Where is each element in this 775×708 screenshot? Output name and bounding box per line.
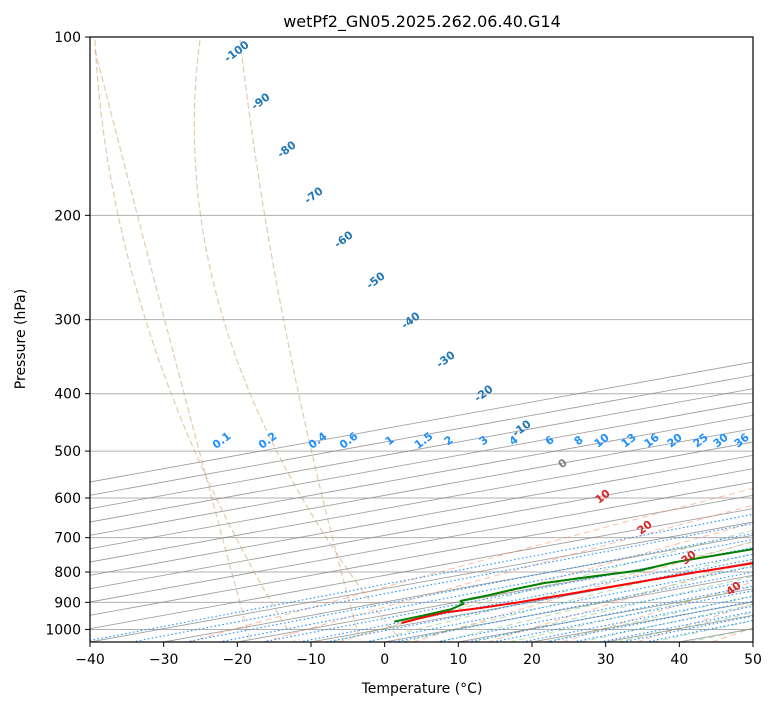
isotherm-gridline: [90, 468, 753, 590]
curved-isotherm-line: [239, 39, 361, 641]
mixing-ratio-line: [131, 522, 753, 642]
isotherm-gridline: [90, 428, 753, 550]
dry-adiabat-line: [412, 540, 753, 642]
curved-isotherm-line: [193, 39, 401, 641]
y-tick-label: 500: [54, 444, 81, 460]
mixing-ratio-line: [299, 553, 753, 642]
isotherm-gridline: [90, 454, 753, 576]
moist-adiabat-line: [544, 595, 753, 642]
temperature-trace: [401, 562, 753, 624]
moist-adiabat-line: [580, 603, 753, 642]
x-tick-label: −20: [223, 652, 253, 668]
mixing-ratio-line: [218, 538, 753, 642]
curved-isotherm-line: [94, 49, 251, 641]
y-tick-label: 200: [54, 208, 81, 224]
mixing-ratio-line: [622, 615, 753, 642]
isotherm-gridline: [90, 481, 753, 603]
x-axis-label: Temperature (°C): [361, 681, 483, 697]
y-tick-label: 400: [54, 387, 81, 403]
moist-adiabat-line: [367, 541, 753, 642]
y-tick-label: 300: [54, 313, 81, 329]
curved-isotherm-line: [94, 39, 296, 642]
y-axis-label: Pressure (hPa): [13, 289, 29, 389]
mixing-ratio-line: [599, 610, 753, 642]
y-axis: 1000 900 800 700 600 500 400 300 200 100: [45, 30, 90, 638]
dry-adiabat-line: [487, 560, 753, 642]
x-tick-label: −30: [149, 652, 179, 668]
x-tick-label: 30: [597, 652, 615, 668]
x-tick-label: −10: [296, 652, 326, 668]
y-tick-label: 900: [54, 595, 81, 611]
x-tick-label: 40: [670, 652, 688, 668]
x-tick-label: −40: [75, 652, 105, 668]
isotherm-gridline: [90, 494, 753, 616]
dry-adiabat-line: [188, 487, 753, 642]
y-tick-label: 600: [54, 491, 81, 507]
y-tick-label: 100: [54, 30, 81, 46]
moist-adiabat-line: [473, 575, 753, 642]
y-tick-label: 1000: [45, 622, 81, 638]
dry-adiabat-line: [263, 504, 753, 642]
y-tick-label: 700: [54, 531, 81, 547]
mixing-ratio-line: [546, 600, 753, 642]
x-tick-label: 10: [449, 652, 467, 668]
x-tick-label: 0: [380, 652, 389, 668]
y-tick-label: 800: [54, 565, 81, 581]
isotherm-gridline: [90, 508, 753, 630]
isotherm-gridline: [163, 534, 753, 642]
dewpoint-trace: [393, 548, 753, 623]
moist-adiabat-line: [403, 553, 753, 642]
chart-title: wetPf2_GN05.2025.262.06.40.G14: [283, 12, 561, 32]
plot-area: [90, 37, 753, 642]
x-tick-label: 20: [523, 652, 541, 668]
x-tick-label: 50: [744, 652, 762, 668]
mixing-ratio-line: [185, 532, 753, 642]
mixing-ratio-line: [572, 605, 753, 642]
plot-frame: [89, 36, 754, 643]
isotherm-gridline: [90, 521, 753, 642]
isotherm-gridline: [90, 441, 753, 563]
x-axis: −40 −30 −20 −10 0 10 20 30 40 50: [75, 642, 762, 668]
